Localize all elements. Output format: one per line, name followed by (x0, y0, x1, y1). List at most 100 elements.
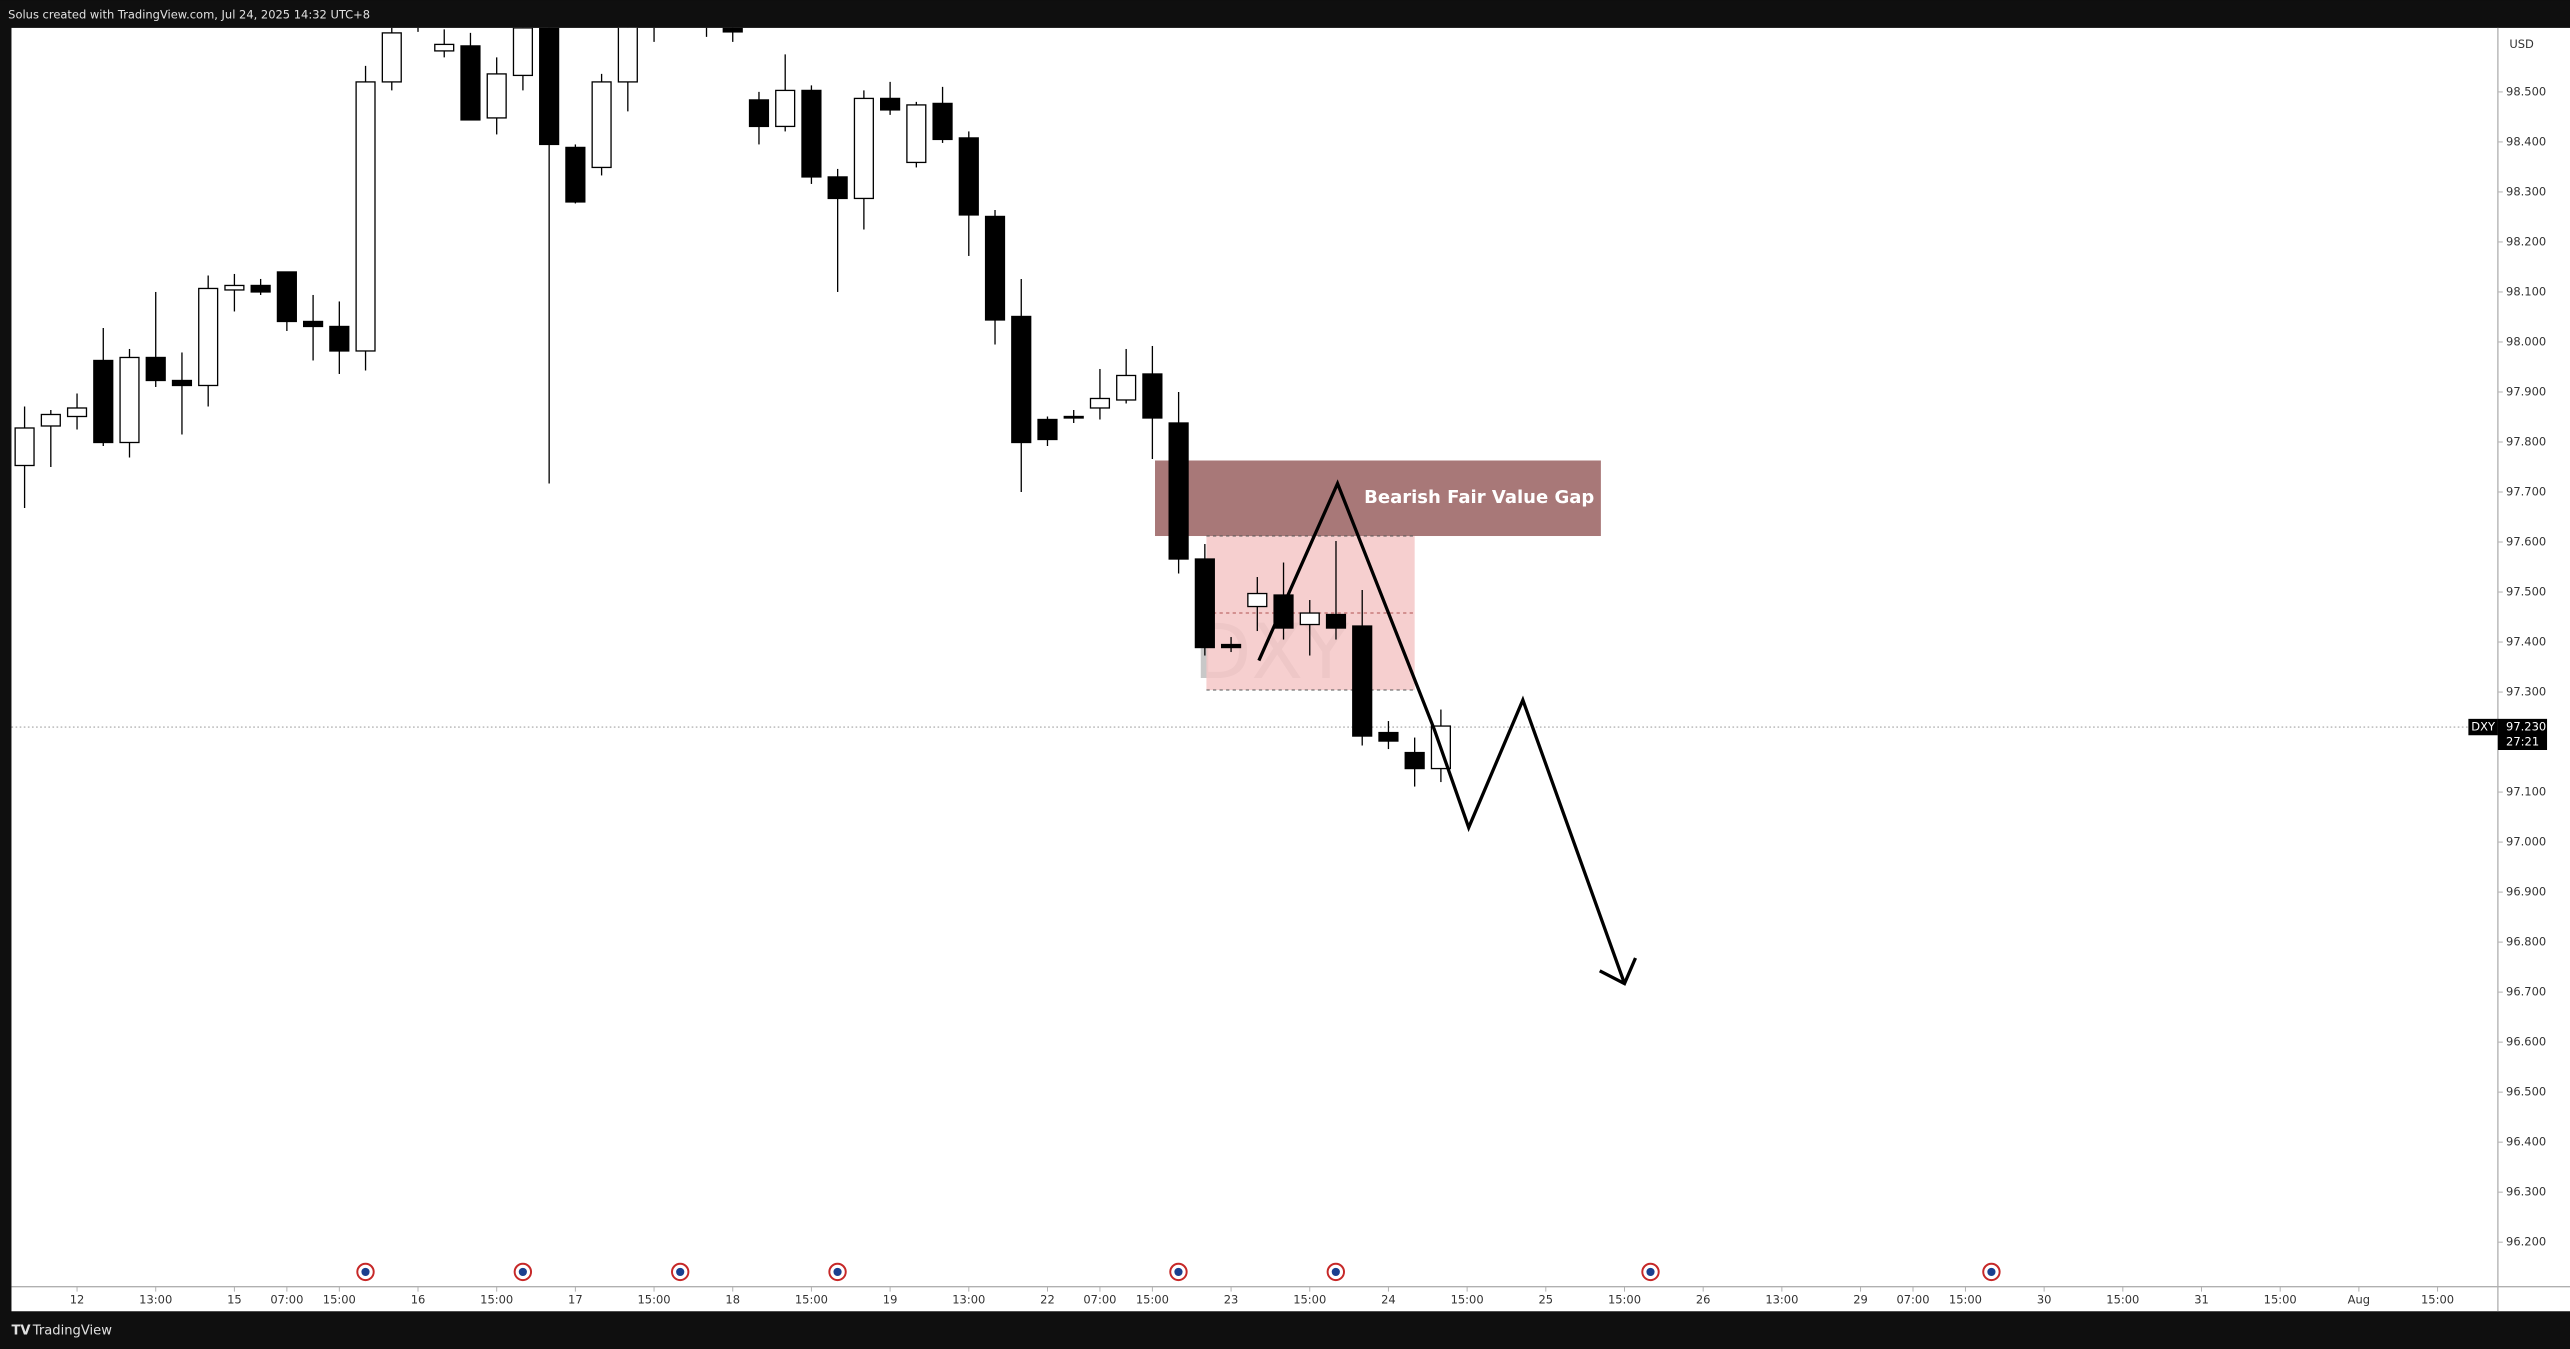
candle-body (381, 32, 402, 83)
y-tick-label: 96.600 (2506, 1035, 2546, 1049)
candle-body (722, 27, 743, 33)
x-tick-label: 30 (2037, 1292, 2052, 1306)
x-tick-label: 12 (70, 1292, 85, 1306)
x-tick-label: Aug (2348, 1292, 2370, 1306)
candle-body (1273, 594, 1294, 629)
candle-body (434, 43, 455, 52)
candle-body (1352, 625, 1373, 737)
y-tick-label: 98.300 (2506, 184, 2546, 198)
candle-body (1299, 612, 1320, 626)
x-tick-label: 22 (1040, 1292, 1055, 1306)
candle-body (119, 356, 140, 444)
candle-body (1063, 415, 1084, 419)
y-tick-label: 96.700 (2506, 985, 2546, 999)
footer: TradingView (32, 1323, 112, 1338)
x-tick-label: 15:00 (638, 1292, 671, 1306)
candle-body (40, 413, 61, 427)
y-tick-label: 96.500 (2506, 1085, 2546, 1099)
x-tick-label: 19 (883, 1292, 898, 1306)
price-tag-symbol-bg (2468, 718, 2498, 736)
candle-body (1378, 731, 1399, 742)
candle-body (906, 104, 927, 164)
event-flag-inner (361, 1267, 370, 1277)
x-tick-label: 13:00 (139, 1292, 172, 1306)
event-flag-inner (676, 1267, 685, 1277)
x-tick-label: 13:00 (952, 1292, 985, 1306)
candle-body (1220, 643, 1242, 649)
candle-body (880, 97, 901, 111)
x-tick-label: 15:00 (480, 1292, 513, 1306)
candle-body (1168, 422, 1189, 560)
y-tick-label: 96.900 (2506, 885, 2546, 899)
x-tick-label: 15:00 (2106, 1292, 2139, 1306)
svg-text:TV: TV (11, 1323, 31, 1338)
x-tick-label: 15:00 (795, 1292, 828, 1306)
y-tick-label: 96.200 (2506, 1235, 2546, 1249)
candle-body (1194, 558, 1215, 649)
arrow-head (1598, 957, 1637, 986)
price-tag-countdown: 27:21 (2506, 734, 2539, 748)
candle-body (984, 215, 1006, 321)
price-tag-bg (2497, 718, 2548, 751)
price-tag-symbol: DXY (2471, 720, 2496, 734)
x-tick-label: 15 (227, 1292, 242, 1306)
y-tick-label: 98.500 (2506, 84, 2546, 98)
x-tick-label: 25 (1539, 1292, 1554, 1306)
footer-logo: TV (11, 1323, 31, 1338)
event-flag-inner (1646, 1267, 1655, 1277)
candle-body (171, 379, 193, 387)
candle-body (460, 45, 481, 121)
x-tick-label: 23 (1224, 1292, 1239, 1306)
plot: DXY Bearish Fair Value Gap (11, 27, 2498, 986)
candle-body (565, 146, 586, 203)
candle-body (1142, 373, 1163, 419)
event-flag-inner (833, 1267, 842, 1277)
header: Solus created with TradingView.com, Jul … (8, 7, 370, 21)
candle-body (591, 81, 612, 169)
candle-body (329, 325, 350, 352)
candle-body (801, 89, 822, 178)
x-tick-label: 13:00 (1765, 1292, 1798, 1306)
candle-body (1011, 315, 1032, 444)
candle-body (748, 99, 770, 128)
candle-body (1247, 592, 1268, 608)
candle-body (958, 137, 979, 216)
y-tick-label: 97.300 (2506, 685, 2546, 699)
y-tick-label: 97.500 (2506, 585, 2546, 599)
event-flag-inner (1331, 1267, 1340, 1277)
price-tag-value: 97.230 (2506, 720, 2546, 734)
y-tick-label: 97.400 (2506, 635, 2546, 649)
y-tick-label: 98.100 (2506, 284, 2546, 298)
event-flag-inner (518, 1267, 527, 1277)
candle-body (853, 97, 874, 200)
y-tick-label: 96.400 (2506, 1135, 2546, 1149)
y-tick-label: 97.700 (2506, 485, 2546, 499)
candle-body (66, 407, 88, 418)
candle-body (355, 81, 376, 352)
x-tick-label: 15:00 (1608, 1292, 1641, 1306)
x-tick-label: 15:00 (2264, 1292, 2297, 1306)
x-tick-label: 15:00 (2421, 1292, 2454, 1306)
zone (1155, 460, 1601, 537)
candle-body (932, 102, 953, 141)
x-tick-label: 16 (411, 1292, 426, 1306)
candle-body (93, 359, 114, 444)
candle-body (512, 27, 534, 77)
x-tick-label: 15:00 (1136, 1292, 1169, 1306)
candle-body (775, 89, 796, 128)
event-flag-inner (1987, 1267, 1996, 1277)
x-tick-label: 31 (2194, 1292, 2209, 1306)
x-tick-label: 18 (725, 1292, 740, 1306)
x-tick-label: 07:00 (270, 1292, 303, 1306)
y-tick-label: 97.800 (2506, 434, 2546, 448)
candle-body (827, 176, 848, 200)
x-tick-label: 15:00 (323, 1292, 356, 1306)
candle-body (539, 27, 560, 146)
x-tick-label: 07:00 (1896, 1292, 1929, 1306)
y-tick-label: 98.400 (2506, 134, 2546, 148)
y-tick-label: 97.900 (2506, 384, 2546, 398)
y-tick-label: 96.300 (2506, 1185, 2546, 1199)
candle-body (1116, 374, 1137, 401)
y-tick-label: 97.000 (2506, 835, 2546, 849)
